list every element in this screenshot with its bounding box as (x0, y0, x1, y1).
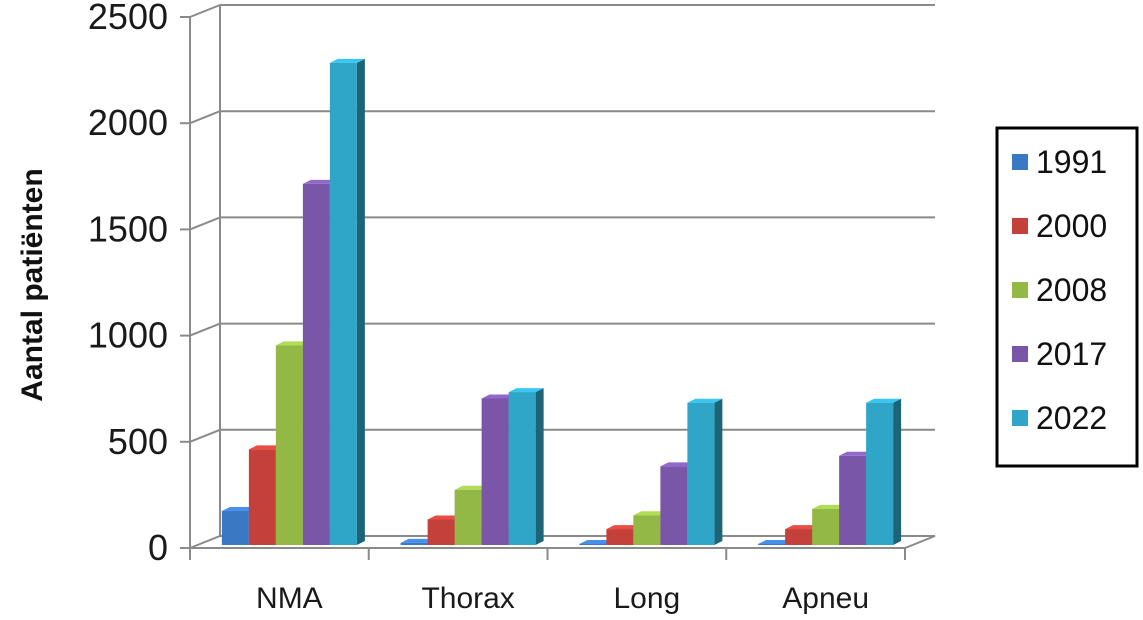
gridline-side (189, 428, 221, 443)
legend-swatch (1012, 410, 1028, 426)
legend-label: 1991 (1036, 144, 1107, 180)
bar-front (400, 542, 428, 545)
bar-front (606, 529, 634, 545)
gridline-side (189, 216, 221, 231)
bar-front (481, 398, 509, 545)
x-tick-label: NMA (256, 582, 323, 615)
bar-front (812, 508, 840, 545)
y-tick-label: 2000 (88, 102, 168, 143)
bar-top (427, 515, 463, 520)
bar-top (687, 398, 723, 403)
bar-side (714, 398, 723, 545)
bar-top (248, 445, 284, 450)
y-tick-label: 1500 (88, 208, 168, 249)
legend: 1991 2000 2008 2017 2022 (995, 126, 1139, 468)
bar-top (400, 538, 436, 543)
y-tick-label: 0 (148, 527, 168, 568)
bar-front (275, 345, 303, 545)
bar-front (248, 449, 276, 545)
gridline-side (189, 110, 221, 125)
bar-front (660, 466, 688, 545)
bar-top (866, 398, 902, 403)
bar-side (535, 388, 544, 545)
bar-top (812, 504, 848, 509)
bar-top (329, 58, 365, 63)
legend-swatch (1012, 154, 1028, 170)
y-tick-label: 500 (108, 421, 168, 462)
bar-front (633, 515, 661, 545)
bar-top (633, 511, 669, 516)
bar-nma-2022 (329, 58, 365, 546)
legend-swatch (1012, 282, 1028, 298)
bar-front (687, 402, 715, 545)
bar-top (275, 341, 311, 346)
bar-front (785, 529, 813, 545)
bar-front (866, 402, 894, 545)
bar-top (302, 179, 338, 184)
gridline-side (189, 4, 221, 18)
bar-front (302, 183, 330, 546)
legend-label: 2008 (1036, 272, 1107, 308)
bar-front (454, 489, 482, 545)
x-tick-label: Apneu (782, 582, 869, 615)
y-tick-label: 2500 (88, 0, 168, 37)
y-tick-label: 1000 (88, 315, 168, 356)
bar-front (221, 511, 249, 545)
chart-walls (189, 5, 936, 549)
floor (189, 535, 936, 549)
bar-front (839, 455, 867, 545)
bar-top (481, 394, 517, 399)
bar-top (221, 507, 257, 512)
bar-top (454, 485, 490, 490)
bar-apneu-2022 (866, 398, 902, 545)
bar-top (660, 462, 696, 467)
legend-label: 2000 (1036, 208, 1107, 244)
y-axis-label: Aantal patiënten (16, 168, 49, 401)
x-tick-label: Long (614, 582, 681, 615)
legend-swatch (1012, 346, 1028, 362)
bar-side (893, 398, 902, 545)
x-axis: NMA Thorax Long Apneu (189, 548, 906, 615)
bar-top (839, 451, 875, 456)
bar-side (356, 58, 365, 546)
x-tick-label: Thorax (421, 582, 514, 615)
legend-label: 2017 (1036, 336, 1107, 372)
bars (221, 58, 902, 546)
bar-front (758, 543, 786, 545)
bar-front (427, 519, 455, 545)
bar-top (785, 525, 821, 530)
bar-top (579, 539, 615, 544)
gridline-side (189, 322, 221, 337)
bar-thorax-2022 (508, 388, 544, 545)
bar-front (579, 543, 607, 545)
bar-top (758, 539, 794, 544)
legend-label: 2022 (1036, 400, 1107, 436)
legend-swatch (1012, 218, 1028, 234)
y-axis-ticks: 0 500 1000 1500 2000 2500 (88, 0, 190, 568)
bar-long-2022 (687, 398, 723, 545)
bar-front (508, 392, 536, 545)
bar-top (606, 525, 642, 530)
bar-front (329, 62, 357, 546)
bar-top (508, 388, 544, 393)
